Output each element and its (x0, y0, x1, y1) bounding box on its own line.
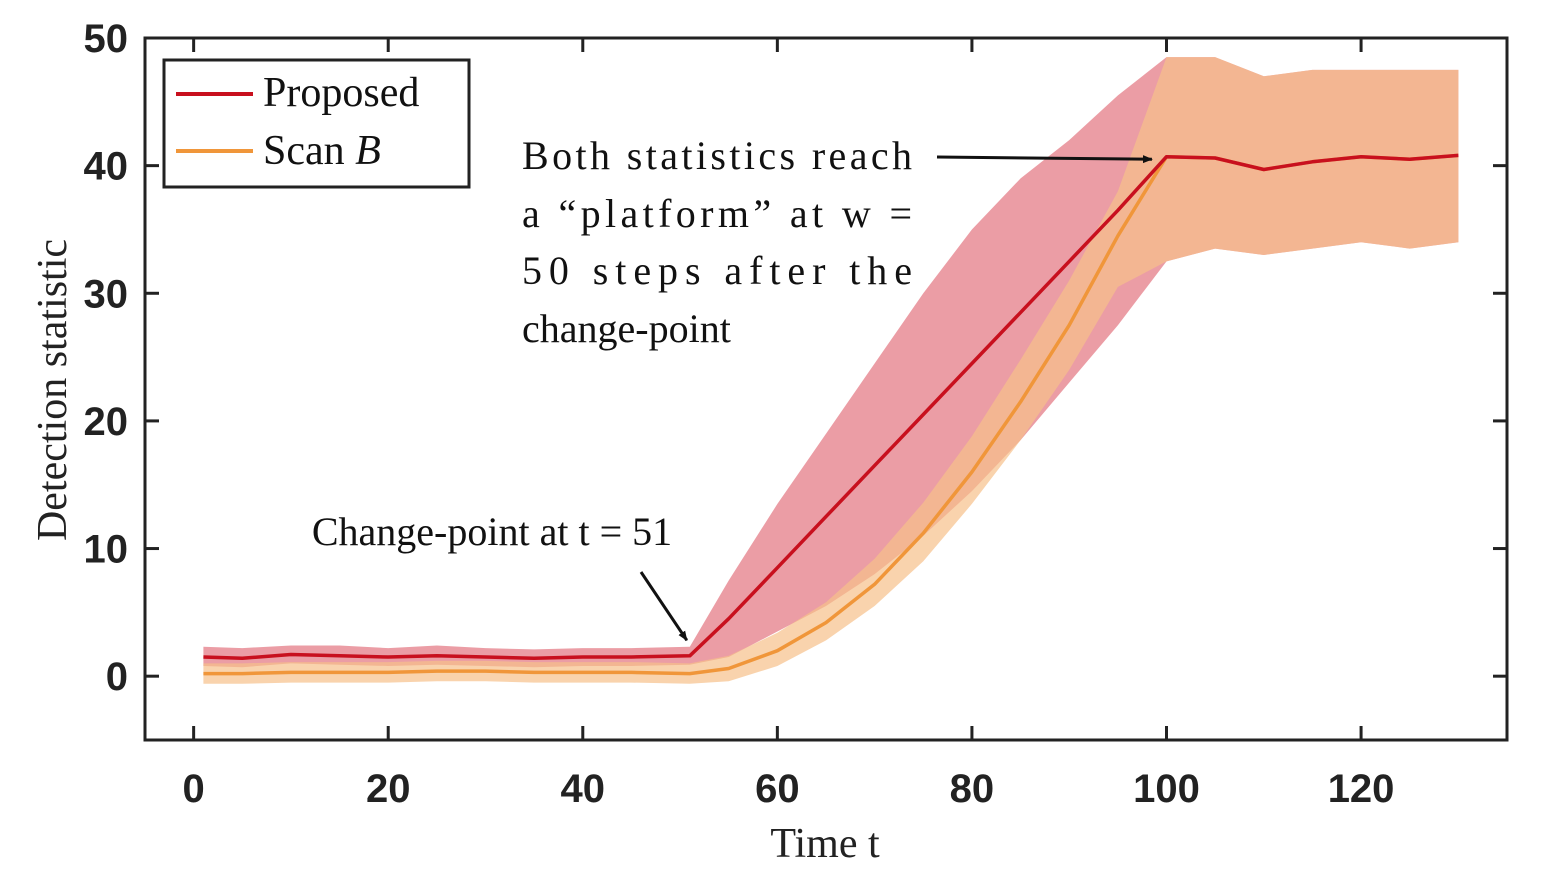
y-tick-label-0: 0 (106, 655, 128, 699)
y-tick-label-50: 50 (84, 17, 129, 61)
confidence-bands (203, 57, 1459, 684)
y-axis-label: Detection statistic (30, 239, 76, 541)
annotation-platform-line-4: change-point (522, 306, 731, 351)
plot-frame (143, 36, 1509, 742)
band-scan-b (203, 57, 1459, 684)
legend-box (162, 58, 471, 189)
x-tick-label-120: 120 (1328, 767, 1395, 811)
y-tick-label-20: 20 (84, 400, 129, 444)
x-tick-label-20: 20 (366, 767, 411, 811)
y-tick-label-10: 10 (84, 528, 129, 572)
annotation-change-point: Change-point at t = 51 (312, 509, 689, 642)
y-tick-label-40: 40 (84, 145, 129, 189)
legend-label-scan-b: Scan B (263, 128, 381, 174)
axis-ticks: 0 20 40 60 80 100 120 0 10 20 30 40 50 (84, 17, 1507, 811)
x-tick-label-100: 100 (1133, 767, 1200, 811)
annotation-platform-line-1: Both statistics reach (522, 133, 912, 178)
annotation-platform-line-3: 50 steps after the (522, 248, 912, 293)
x-tick-label-40: 40 (561, 767, 606, 811)
legend: Proposed Scan B (162, 58, 471, 189)
x-axis-label: Time t (770, 821, 880, 867)
legend-label-proposed: Proposed (263, 70, 419, 116)
line-proposed (203, 153, 1459, 661)
annotation-platform-arrow (936, 155, 1153, 164)
annotation-change-point-arrow (639, 571, 689, 642)
x-tick-label-60: 60 (755, 767, 800, 811)
series-lines (203, 153, 1459, 676)
x-tick-label-0: 0 (183, 767, 205, 811)
y-tick-label-30: 30 (84, 272, 129, 316)
x-tick-label-80: 80 (950, 767, 995, 811)
annotation-platform-line-2: a “platform” at w = (522, 191, 912, 236)
annotation-change-point-text: Change-point at t = 51 (312, 509, 672, 554)
